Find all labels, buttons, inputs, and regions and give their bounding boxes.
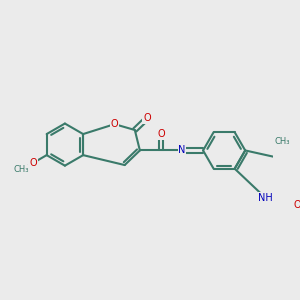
Text: O: O <box>143 113 151 123</box>
Text: O: O <box>29 158 37 168</box>
Text: CH₃: CH₃ <box>13 166 29 175</box>
Text: N: N <box>178 146 186 155</box>
Text: O: O <box>157 129 165 139</box>
Text: O: O <box>294 200 300 210</box>
Text: CH₃: CH₃ <box>274 137 290 146</box>
Text: NH: NH <box>258 193 273 203</box>
Text: O: O <box>111 119 119 129</box>
